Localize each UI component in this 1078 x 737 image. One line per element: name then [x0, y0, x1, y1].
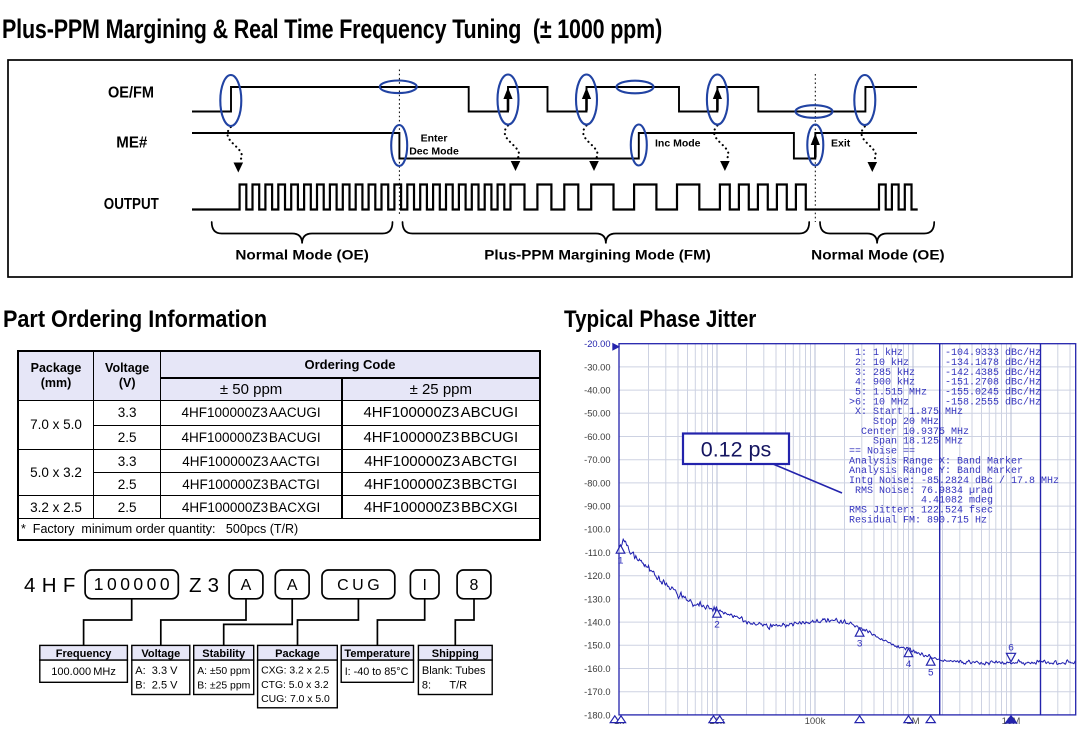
svg-text:6: 6 — [1008, 644, 1014, 655]
svg-text:Package: Package — [275, 648, 320, 660]
svg-text:1M: 1M — [906, 716, 919, 727]
svg-text:8: 8 — [470, 577, 479, 594]
svg-text:-110.0: -110.0 — [585, 548, 611, 558]
svg-text:1: 1 — [617, 557, 623, 568]
svg-text:Analysis Range X: Band Marker: Analysis Range X: Band Marker — [849, 455, 1023, 467]
svg-text:Residual FM: 890.715 Hz: Residual FM: 890.715 Hz — [849, 514, 987, 526]
svg-text:-180.0: -180.0 — [584, 710, 610, 720]
svg-text:OUTPUT: OUTPUT — [104, 196, 159, 213]
svg-text:Analysis Range Y: Band Marker: Analysis Range Y: Band Marker — [849, 465, 1023, 477]
svg-text:Stop 20 MHz: Stop 20 MHz — [849, 417, 939, 428]
svg-text:I: I — [422, 577, 426, 594]
svg-text:2: 2 — [714, 621, 720, 632]
svg-text:I: -40 to 85°C: I: -40 to 85°C — [345, 666, 409, 678]
svg-text:-90.00: -90.00 — [584, 502, 610, 512]
svg-text:Center 10.9375 MHz: Center 10.9375 MHz — [849, 427, 969, 438]
svg-text:-100.0: -100.0 — [584, 525, 610, 535]
svg-text:3: 3 — [857, 640, 863, 651]
svg-text:5: 1.515 MHz -155.0245 dBc/H: 5: 1.515 MHz -155.0245 dBc/Hz — [849, 387, 1041, 399]
svg-text:Frequency: Frequency — [56, 648, 113, 660]
svg-text:3: 285 kHz -142.4385 dBc/H: 3: 285 kHz -142.4385 dBc/Hz — [849, 367, 1041, 379]
svg-text:Blank: Tubes: Blank: Tubes — [422, 665, 486, 677]
svg-text:B: ±25 ppm: B: ±25 ppm — [197, 680, 250, 691]
svg-text:5: 5 — [928, 669, 934, 680]
svg-text:0.12 ps: 0.12 ps — [701, 438, 772, 462]
svg-text:-80.00: -80.00 — [584, 478, 610, 488]
svg-text:-50.00: -50.00 — [584, 409, 610, 419]
svg-text:OE/FM: OE/FM — [108, 85, 154, 102]
svg-text:-150.0: -150.0 — [584, 641, 610, 651]
svg-text:1: 1 kHz -104.9333 dBc/H: 1: 1 kHz -104.9333 dBc/Hz — [849, 347, 1041, 359]
svg-text:Temperature: Temperature — [344, 648, 410, 660]
svg-text:CUG: CUG — [337, 577, 383, 594]
svg-text:4 H F: 4 H F — [24, 574, 76, 597]
svg-text:Shipping: Shipping — [432, 648, 479, 660]
svg-text:-40.00: -40.00 — [584, 386, 610, 396]
svg-text:>6: 10 MHz -158.2555 dBc/: >6: 10 MHz -158.2555 dBc/Hz — [849, 396, 1041, 408]
svg-text:-160.0: -160.0 — [584, 664, 610, 674]
svg-text:-60.00: -60.00 — [584, 432, 610, 442]
svg-text:-70.00: -70.00 — [584, 455, 610, 465]
svg-text:CTG: 5.0 x 3.2: CTG: 5.0 x 3.2 — [261, 680, 329, 691]
svg-text:A: 3.3 V: A: 3.3 V — [135, 665, 178, 677]
svg-text:X: Start 1.875 MHz: X: Start 1.875 MHz — [849, 407, 963, 418]
svg-text:Inc Mode: Inc Mode — [655, 137, 701, 149]
svg-text:8: T/R: 8: T/R — [422, 679, 467, 691]
svg-text:2: 10 kHz -134.1478 dBc/H: 2: 10 kHz -134.1478 dBc/Hz — [849, 357, 1041, 369]
svg-text:Stability: Stability — [202, 648, 246, 660]
svg-text:4: 900 kHz -151.2708 dBc/H: 4: 900 kHz -151.2708 dBc/Hz — [849, 377, 1041, 389]
svg-text:Voltage: Voltage — [141, 648, 180, 660]
svg-text:Z 3: Z 3 — [189, 574, 220, 597]
svg-text:Exit: Exit — [831, 137, 851, 149]
svg-text:RMS Jitter: 122.524 fsec: RMS Jitter: 122.524 fsec — [849, 505, 993, 517]
svg-text:100000: 100000 — [94, 574, 173, 594]
svg-text:B: 2.5 V: B: 2.5 V — [135, 679, 178, 691]
svg-text:Enter: Enter — [421, 133, 448, 145]
svg-text:-130.0: -130.0 — [584, 594, 610, 604]
svg-text:RMS Noise: 76.9834 µrad: RMS Noise: 76.9834 µrad — [849, 485, 993, 497]
svg-text:4.41082 mdeg: 4.41082 mdeg — [849, 495, 993, 507]
svg-text:-30.00: -30.00 — [584, 362, 610, 372]
svg-text:-20.00: -20.00 — [584, 339, 610, 349]
svg-text:== Noise ==: == Noise == — [849, 446, 915, 458]
svg-text:100k: 100k — [805, 716, 826, 727]
svg-text:CUG: 7.0 x 5.0: CUG: 7.0 x 5.0 — [261, 694, 330, 705]
svg-text:Dec Mode: Dec Mode — [409, 146, 459, 158]
svg-text:Intg Noise: -85.2824 dBc / 17.: Intg Noise: -85.2824 dBc / 17.8 MHz — [849, 475, 1059, 487]
svg-text:ME#: ME# — [116, 135, 147, 152]
svg-text:A: ±50 ppm: A: ±50 ppm — [197, 666, 250, 677]
svg-text:Span 18.125 MHz: Span 18.125 MHz — [849, 437, 963, 448]
svg-text:100.000 MHz: 100.000 MHz — [51, 666, 116, 678]
svg-text:4: 4 — [905, 660, 911, 671]
svg-text:A: A — [287, 577, 298, 594]
svg-text:-170.0: -170.0 — [584, 687, 610, 697]
svg-text:A: A — [241, 577, 252, 594]
svg-text:Plus-PPM Margining Mode (FM): Plus-PPM Margining Mode (FM) — [484, 247, 711, 263]
svg-text:Normal Mode (OE): Normal Mode (OE) — [235, 247, 369, 263]
svg-text:CXG: 3.2 x 2.5: CXG: 3.2 x 2.5 — [261, 666, 329, 677]
svg-text:Normal Mode (OE): Normal Mode (OE) — [811, 247, 945, 263]
svg-text:-120.0: -120.0 — [584, 571, 610, 581]
svg-text:-140.0: -140.0 — [584, 618, 610, 628]
